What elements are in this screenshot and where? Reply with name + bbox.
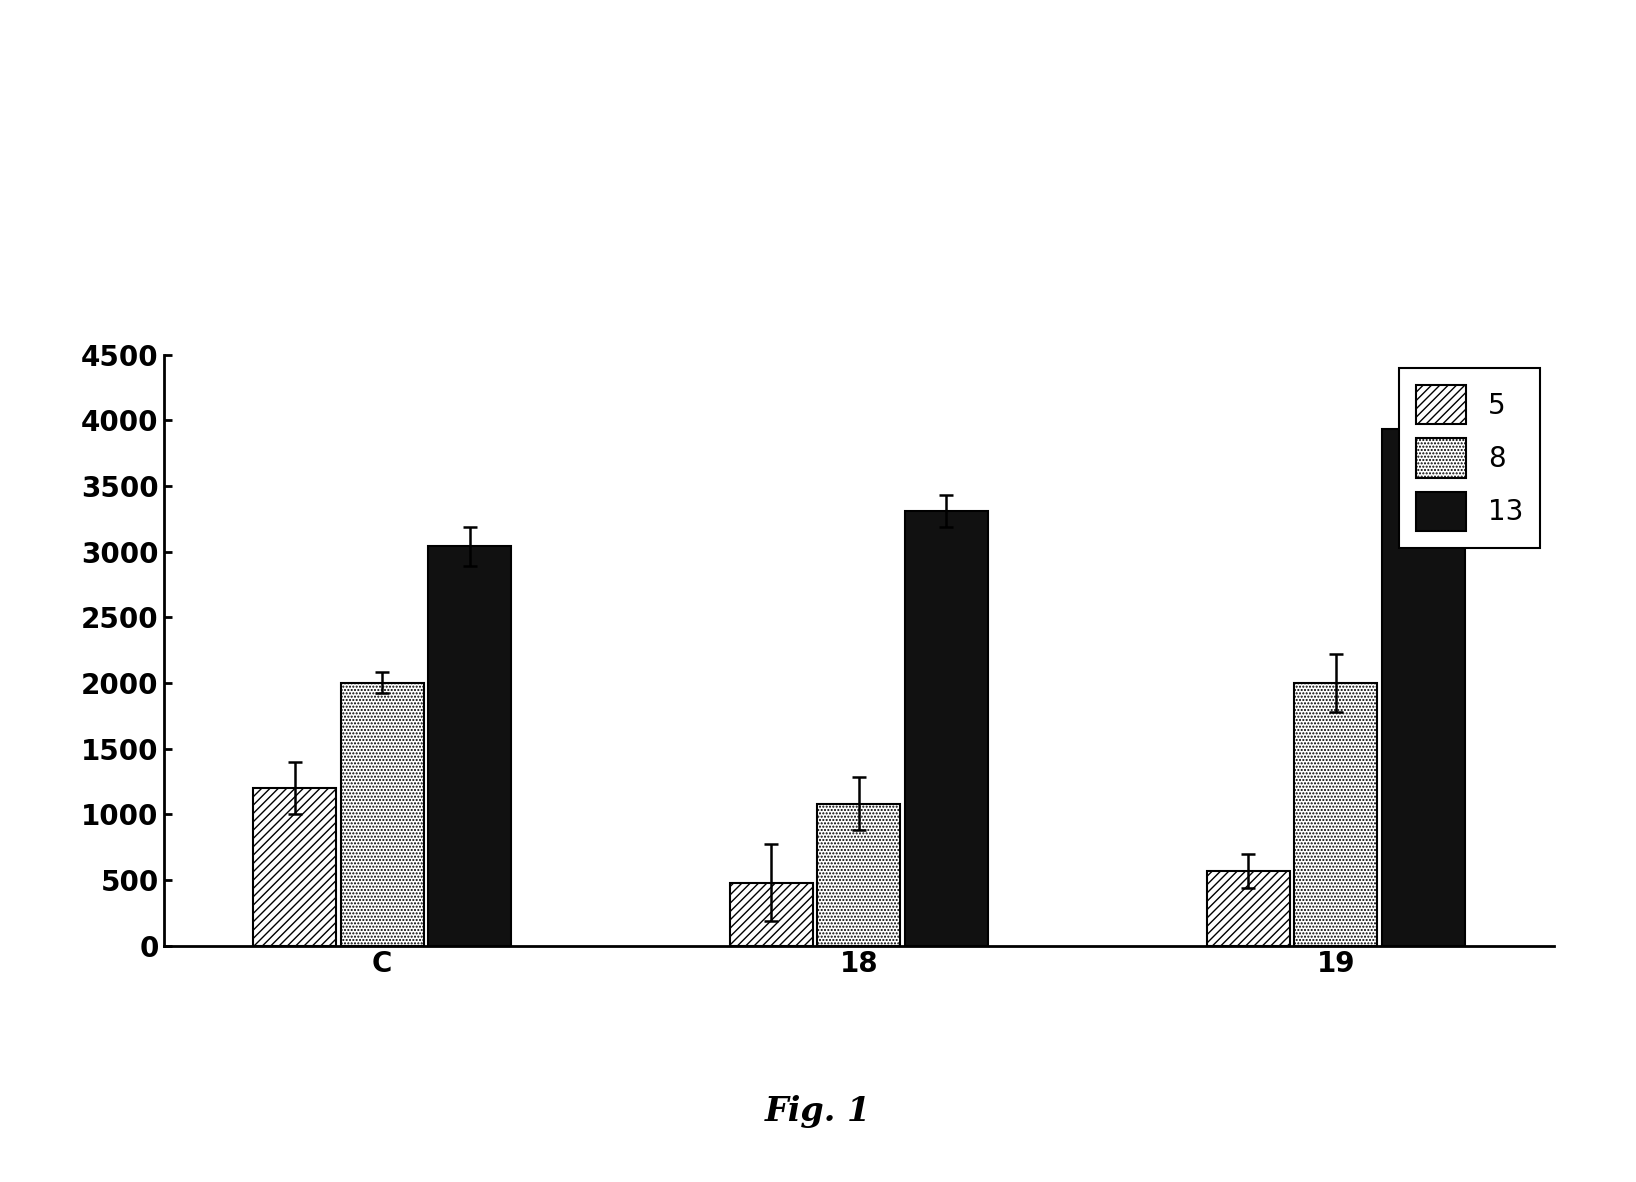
- Bar: [730, 883, 813, 946]
- Bar: [818, 804, 900, 946]
- Bar: [905, 511, 988, 946]
- Bar: [254, 788, 337, 946]
- Bar: [340, 683, 424, 946]
- Legend: 5, 8, 13: 5, 8, 13: [1399, 369, 1541, 547]
- Bar: [1207, 871, 1289, 946]
- Bar: [1294, 683, 1378, 946]
- Bar: [1381, 429, 1464, 946]
- Text: Fig. 1: Fig. 1: [766, 1095, 870, 1128]
- Bar: [429, 546, 510, 946]
